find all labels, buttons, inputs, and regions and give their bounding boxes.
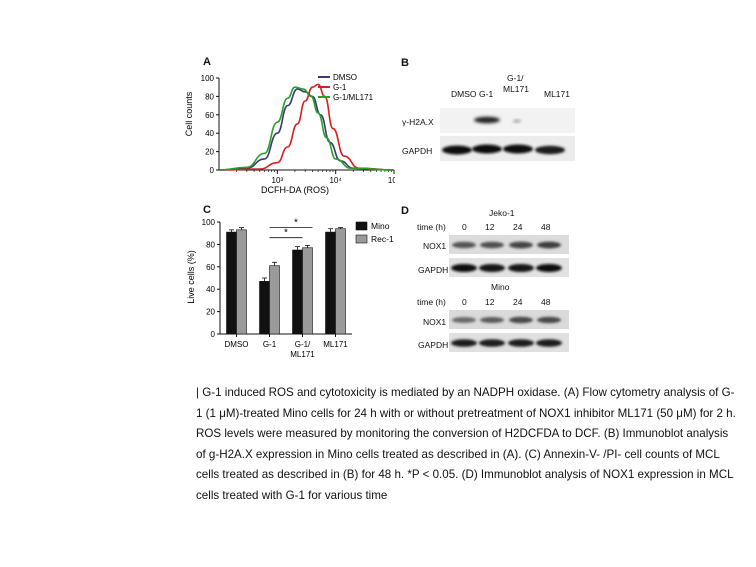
panel-b-row-gh2ax: γ-H2A.X bbox=[402, 117, 434, 127]
panel-b-col-g1ml171-line2: ML171 bbox=[503, 84, 529, 94]
panel-d-mino-time-12: 12 bbox=[485, 297, 495, 307]
panel-a-legend-label: DMSO bbox=[333, 73, 357, 82]
panel-c-x-tick-label: ML171 bbox=[323, 340, 348, 349]
panel-c-legend-swatch bbox=[355, 221, 368, 231]
panel-c-bar-mino bbox=[226, 231, 237, 335]
figure-caption: | G-1 induced ROS and cytotoxicity is me… bbox=[196, 386, 736, 502]
panel-a-xlabel: DCFH-DA (ROS) bbox=[261, 185, 329, 195]
panel-c-bar-rec-1 bbox=[269, 265, 280, 335]
panel-d-jeko-time-label: time (h) bbox=[417, 222, 446, 232]
panel-c-y-tick-label: 80 bbox=[206, 240, 215, 249]
panel-d-jeko-time-48: 48 bbox=[541, 222, 551, 232]
panel-a-label: A bbox=[203, 56, 211, 68]
panel-d-mino-time-24: 24 bbox=[513, 297, 523, 307]
panel-c-ylabel: Live cells (%) bbox=[186, 250, 196, 304]
panel-c-x-tick-label-line2: ML171 bbox=[290, 350, 315, 359]
panel-a-y-tick-label: 0 bbox=[210, 166, 215, 175]
panel-a-y-tick-label: 60 bbox=[205, 111, 214, 120]
panel-a-x-tick-label: 10⁴ bbox=[329, 176, 342, 185]
panel-c-y-tick-label: 0 bbox=[211, 330, 216, 339]
panel-b-col-ml171: ML171 bbox=[544, 89, 570, 99]
panel-d-jeko-time-12: 12 bbox=[485, 222, 495, 232]
panel-c-x-tick-label: DMSO bbox=[225, 340, 249, 349]
panel-d-mino-time-0: 0 bbox=[462, 297, 467, 307]
panel-c-label: C bbox=[203, 204, 211, 216]
panel-c-bar-rec-1 bbox=[236, 229, 247, 335]
panel-c-bar-mino bbox=[292, 249, 303, 335]
panel-b-blot-image bbox=[440, 108, 575, 161]
panel-d-blot-image bbox=[449, 235, 569, 352]
panel-d-jeko-time-24: 24 bbox=[513, 222, 523, 232]
panel-c-legend-swatch bbox=[355, 234, 368, 244]
panel-a-y-tick-label: 100 bbox=[201, 74, 215, 83]
panel-a-y-tick-label: 40 bbox=[205, 129, 214, 138]
panel-b-col-dmso: DMSO bbox=[451, 89, 477, 99]
panel-d-jeko-row-nox1: NOX1 bbox=[423, 241, 447, 251]
panel-b-col-g1: G-1 bbox=[479, 89, 494, 99]
panel-a-ylabel: Cell counts bbox=[184, 91, 194, 136]
panel-c-x-tick-label: G-1/ bbox=[295, 340, 311, 349]
panel-d-mino-time-label: time (h) bbox=[417, 297, 446, 307]
panel-a-legend-label: G-1 bbox=[333, 83, 347, 92]
panel-c-bar-rec-1 bbox=[335, 228, 346, 335]
panel-d-mino-row-nox1: NOX1 bbox=[423, 317, 447, 327]
panel-d-jeko-time-0: 0 bbox=[462, 222, 467, 232]
panel-d-label: D bbox=[401, 205, 409, 217]
panel-a-series-g-1 bbox=[218, 83, 395, 171]
panel-c-y-tick-label: 60 bbox=[206, 263, 215, 272]
panel-c-bar-chart: 0 20 40 60 80 100 DMSO G-1 G-1/ML171 ML171 * * Mino R… bbox=[186, 218, 394, 359]
panel-c-bar-rec-1 bbox=[302, 247, 313, 335]
panel-b-col-g1ml171-line1: G-1/ bbox=[507, 73, 524, 83]
panel-a-y-tick-label: 20 bbox=[205, 148, 214, 157]
panel-a-legend-label: G-1/ML171 bbox=[333, 93, 374, 102]
panel-c-x-tick-label: G-1 bbox=[263, 340, 277, 349]
panel-a-x-tick-label: 10⁵ bbox=[388, 176, 395, 185]
panel-a-y-tick-label: 80 bbox=[205, 92, 214, 101]
panel-d-jeko-row-gapdh: GAPDH bbox=[418, 265, 449, 275]
panel-c-bar-mino bbox=[325, 231, 336, 335]
panel-a-x-tick-label: 10³ bbox=[272, 176, 284, 185]
panel-c-significance-star: * bbox=[284, 228, 288, 239]
panel-c-significance-star: * bbox=[294, 218, 298, 229]
panel-d-mino-title: Mino bbox=[491, 282, 510, 292]
panel-a-series-g-1-ml171 bbox=[218, 86, 395, 171]
panel-d-mino-time-48: 48 bbox=[541, 297, 551, 307]
panel-c-y-tick-label: 20 bbox=[206, 308, 215, 317]
panel-c-y-tick-label: 100 bbox=[202, 218, 216, 227]
panel-c-legend-label: Mino bbox=[371, 221, 390, 231]
panel-c-legend-label: Rec-1 bbox=[371, 234, 394, 244]
panel-c-bar-mino bbox=[259, 281, 270, 335]
panel-d-jeko-title: Jeko-1 bbox=[489, 208, 515, 218]
panel-d-mino-row-gapdh: GAPDH bbox=[418, 340, 449, 350]
panel-b-label: B bbox=[401, 57, 409, 69]
panel-c-y-tick-label: 40 bbox=[206, 285, 215, 294]
panel-b-row-gapdh: GAPDH bbox=[402, 146, 433, 156]
